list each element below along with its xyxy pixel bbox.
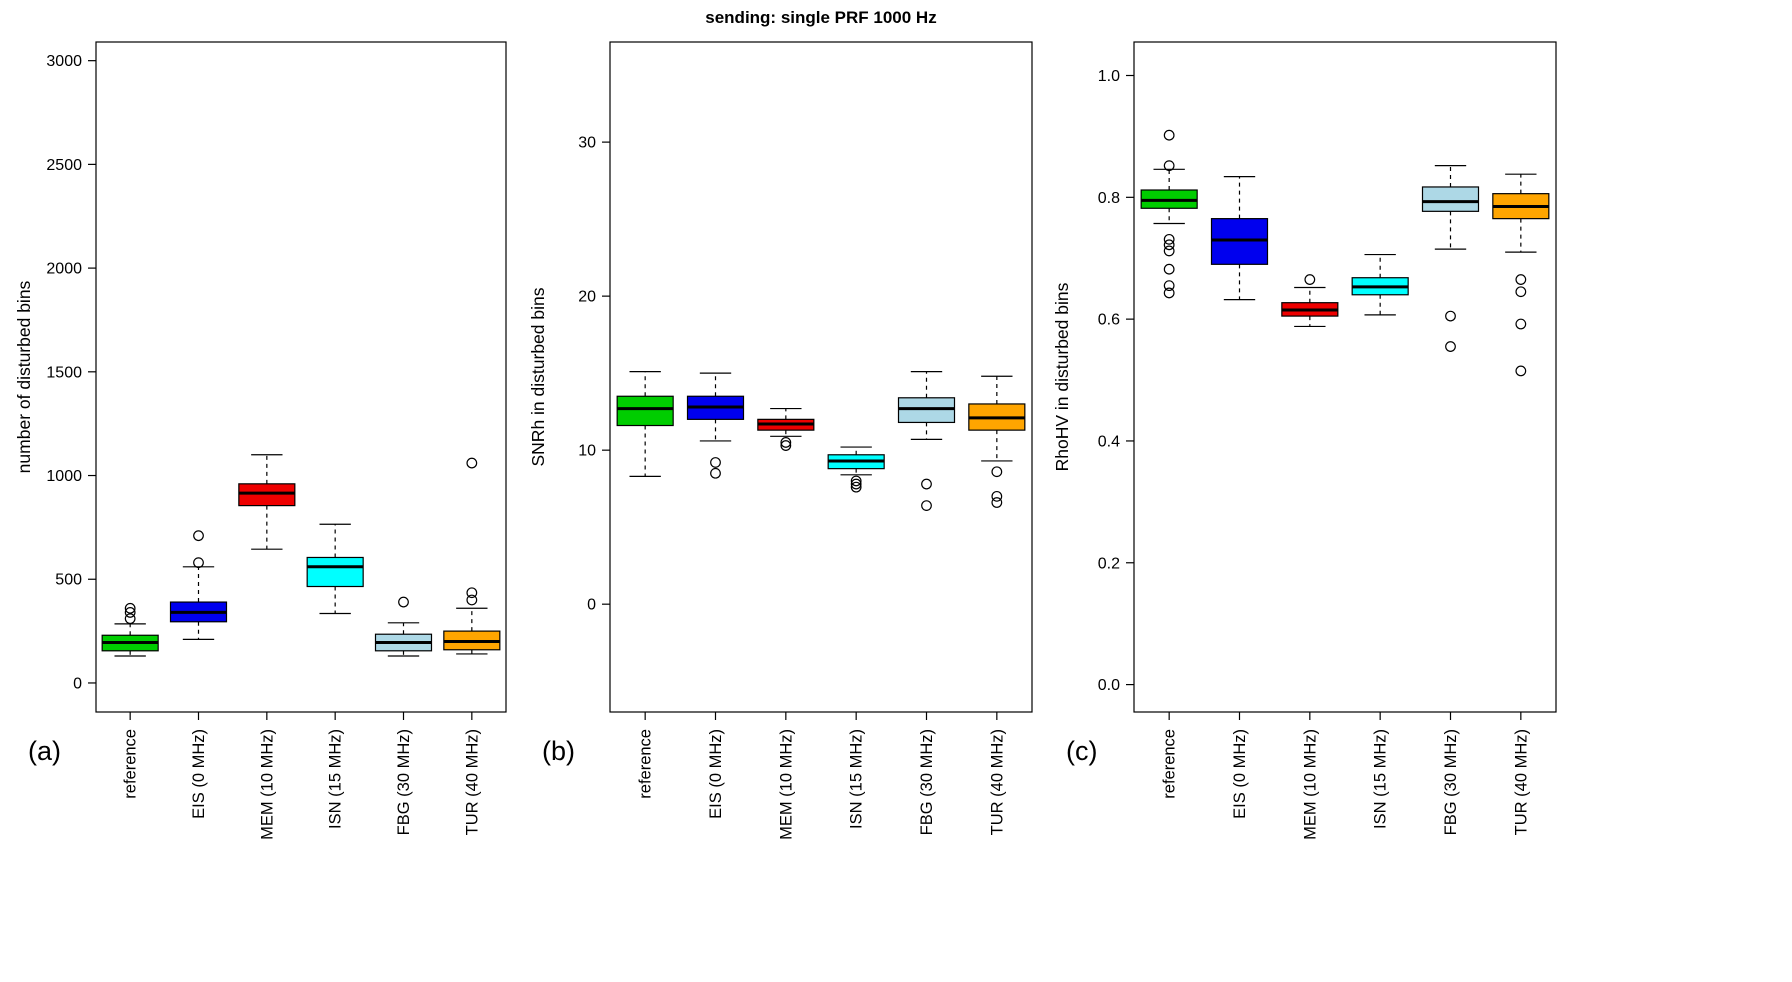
panel-c: 0.0 0.2 0.4 0.6 0.8 1.0 RhoHV in disturbed bin… bbox=[1052, 41, 1557, 840]
outlier-point bbox=[124, 607, 136, 618]
y-axis-label: RhoHV in disturbed bins bbox=[1052, 282, 1072, 471]
outlier-point bbox=[1163, 245, 1175, 257]
outlier-point bbox=[466, 587, 478, 599]
outlier-point bbox=[398, 596, 409, 608]
outlier-point bbox=[921, 478, 932, 490]
x-tick-label-eis-0-mhz: EIS (0 MHz) bbox=[190, 729, 208, 819]
plot-area-a bbox=[95, 41, 507, 713]
outlier-point bbox=[193, 530, 204, 542]
outlier-point bbox=[1515, 365, 1527, 377]
outlier-point bbox=[991, 497, 1003, 508]
y-tick-label: 10 bbox=[578, 443, 596, 460]
y-tick-label: 1500 bbox=[46, 364, 82, 381]
y-tick-label: 0.2 bbox=[1098, 555, 1120, 572]
outlier-point bbox=[1515, 318, 1527, 330]
y-tick-label: 1.0 bbox=[1098, 68, 1120, 85]
x-tick-label-mem-10-mhz: MEM (10 MHz) bbox=[777, 729, 795, 840]
outlier-point bbox=[850, 478, 862, 490]
y-tick-label: 3000 bbox=[46, 53, 82, 70]
y-tick-label: 2000 bbox=[46, 261, 82, 278]
outlier-point bbox=[1163, 129, 1175, 141]
y-tick-label: 0 bbox=[587, 597, 596, 614]
outlier-point bbox=[1163, 160, 1175, 172]
x-tick-label-isn-15-mhz: ISN (15 MHz) bbox=[848, 729, 866, 829]
outlier-point bbox=[1163, 287, 1175, 299]
outlier-point bbox=[1163, 263, 1175, 275]
panel-b: 0 10 20 30 SNRh in disturbed bins (b) referenc… bbox=[528, 41, 1033, 840]
x-tick-label-tur-40-mhz: TUR (40 MHz) bbox=[463, 729, 481, 835]
outlier-point bbox=[193, 557, 204, 569]
y-tick-label: 0.6 bbox=[1098, 312, 1120, 329]
x-tick-label-tur-40-mhz: TUR (40 MHz) bbox=[1512, 729, 1530, 835]
x-tick-label-isn-15-mhz: ISN (15 MHz) bbox=[327, 729, 345, 829]
outlier-point bbox=[1304, 274, 1316, 285]
outlier-point bbox=[1445, 310, 1456, 322]
x-tick-label-reference: reference bbox=[637, 729, 655, 799]
box-reference bbox=[616, 395, 674, 427]
y-axis-label: number of disturbed bins bbox=[14, 280, 34, 473]
panel-label-a: (a) bbox=[28, 736, 61, 766]
box-isn-15-mhz bbox=[306, 556, 364, 588]
x-tick-label-reference: reference bbox=[122, 729, 140, 799]
x-tick-label-fbg-30-mhz: FBG (30 MHz) bbox=[1442, 729, 1460, 835]
outlier-point bbox=[124, 602, 136, 614]
outlier-point bbox=[1163, 233, 1175, 245]
main-title: sending: single PRF 1000 Hz bbox=[705, 8, 937, 27]
plot-area-c bbox=[1133, 41, 1557, 713]
x-tick-label-eis-0-mhz: EIS (0 MHz) bbox=[1231, 729, 1249, 819]
x-tick-label-fbg-30-mhz: FBG (30 MHz) bbox=[395, 729, 413, 835]
outlier-point bbox=[710, 457, 721, 468]
y-tick-label: 0 bbox=[73, 675, 82, 692]
panel-label-b: (b) bbox=[542, 736, 575, 766]
y-tick-label: 20 bbox=[578, 289, 596, 306]
box-mem-10-mhz bbox=[238, 483, 296, 507]
outlier-point bbox=[1445, 341, 1456, 352]
outlier-point bbox=[466, 594, 478, 606]
outlier-point bbox=[991, 466, 1003, 478]
x-tick-label-eis-0-mhz: EIS (0 MHz) bbox=[707, 729, 725, 819]
box-fbg-30-mhz bbox=[1421, 186, 1480, 212]
y-axis-label: SNRh in disturbed bins bbox=[528, 287, 548, 466]
outlier-point bbox=[850, 475, 862, 487]
outlier-point bbox=[780, 440, 792, 451]
outlier-point bbox=[124, 613, 136, 625]
y-tick-label: 0.0 bbox=[1098, 677, 1120, 694]
outlier-point bbox=[1515, 274, 1527, 285]
box-eis-0-mhz bbox=[1210, 218, 1269, 265]
y-tick-label: 30 bbox=[578, 135, 596, 152]
y-tick-label: 0.4 bbox=[1098, 433, 1120, 450]
x-tick-label-isn-15-mhz: ISN (15 MHz) bbox=[1372, 729, 1390, 829]
x-tick-label-mem-10-mhz: MEM (10 MHz) bbox=[258, 729, 276, 840]
outlier-point bbox=[1515, 286, 1527, 298]
y-tick-label: 1000 bbox=[46, 468, 82, 485]
x-tick-label-fbg-30-mhz: FBG (30 MHz) bbox=[918, 729, 936, 835]
y-tick-label: 0.8 bbox=[1098, 190, 1120, 207]
y-tick-label: 500 bbox=[55, 572, 82, 589]
outlier-point bbox=[780, 437, 792, 448]
outlier-point bbox=[850, 481, 862, 493]
outlier-point bbox=[710, 467, 721, 479]
outlier-point bbox=[921, 500, 932, 512]
x-tick-label-mem-10-mhz: MEM (10 MHz) bbox=[1301, 729, 1319, 840]
box-fbg-30-mhz bbox=[897, 397, 956, 424]
panel-a: 0 500 1000 1500 2000 2500 3000 number of distur… bbox=[14, 41, 507, 840]
x-tick-label-tur-40-mhz: TUR (40 MHz) bbox=[988, 729, 1006, 835]
outlier-point bbox=[991, 490, 1003, 502]
outlier-point bbox=[1163, 239, 1175, 251]
outlier-point bbox=[466, 457, 478, 469]
outlier-point bbox=[1163, 280, 1175, 292]
x-tick-label-reference: reference bbox=[1161, 729, 1179, 799]
y-tick-label: 2500 bbox=[46, 157, 82, 174]
plot-area-b bbox=[609, 41, 1033, 713]
panel-label-c: (c) bbox=[1066, 736, 1097, 766]
